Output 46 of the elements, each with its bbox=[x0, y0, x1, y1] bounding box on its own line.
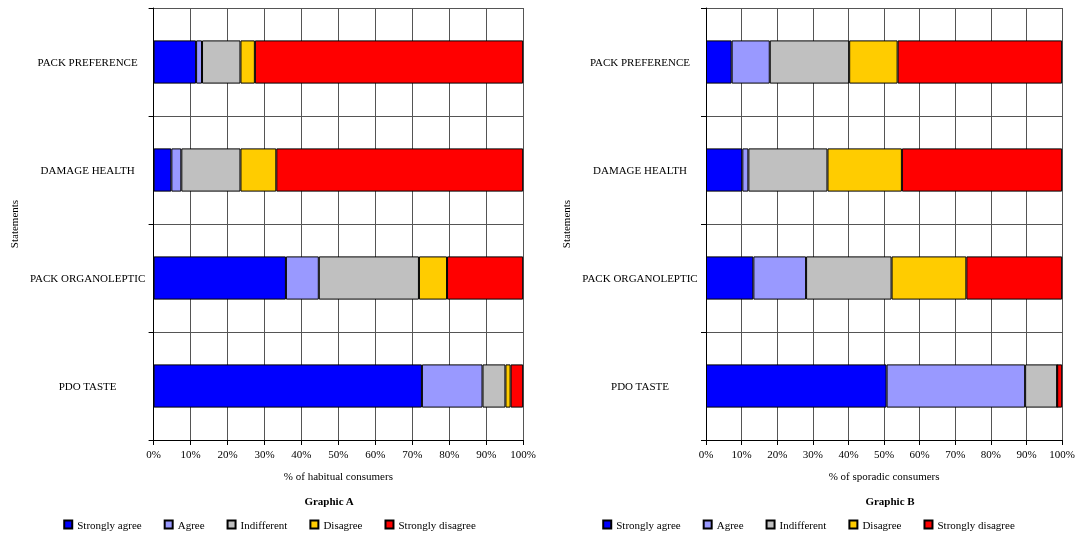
text: Graphic A bbox=[304, 494, 354, 507]
legend-label: Indifferent bbox=[240, 518, 288, 531]
x-tick-label: 0% bbox=[146, 447, 161, 460]
legend-label: Agree bbox=[177, 518, 205, 531]
y-tick-label: PACK PREFERENCE bbox=[589, 56, 691, 68]
y-axis-title: Statements bbox=[7, 199, 20, 249]
x-axis-title: % of sporadic consumers bbox=[828, 469, 940, 482]
x-tick-label: 30% bbox=[802, 447, 823, 460]
legend-label: Strongly disagree bbox=[937, 518, 1015, 531]
y-tick-label: DAMAGE HEALTH bbox=[592, 164, 688, 176]
legend-label: Indifferent bbox=[779, 518, 827, 531]
legend-label: Strongly agree bbox=[77, 518, 142, 531]
x-tick-label: 30% bbox=[254, 447, 275, 460]
y-tick-label: PACK ORGANOLEPTIC bbox=[29, 272, 146, 284]
x-tick-label: 50% bbox=[874, 447, 895, 460]
x-tick-label: 70% bbox=[945, 447, 966, 460]
x-tick-label: 80% bbox=[439, 447, 460, 460]
x-tick-label: 40% bbox=[291, 447, 312, 460]
x-tick-label: 90% bbox=[476, 447, 497, 460]
legend-label: Strongly agree bbox=[616, 518, 681, 531]
y-tick-label: PACK ORGANOLEPTIC bbox=[582, 272, 698, 284]
x-tick-label: 40% bbox=[838, 447, 859, 460]
x-tick-label: 10% bbox=[731, 447, 752, 460]
x-tick-label: 70% bbox=[402, 447, 423, 460]
text: Graphic B bbox=[865, 494, 916, 507]
legend-label: Agree bbox=[716, 518, 744, 531]
x-tick-label: 60% bbox=[909, 447, 930, 460]
x-tick-label: 10% bbox=[180, 447, 201, 460]
x-tick-label: 0% bbox=[698, 447, 714, 460]
y-tick-label: PDO TASTE bbox=[611, 380, 670, 392]
y-axis-title: Statements bbox=[559, 199, 572, 249]
x-tick-label: 90% bbox=[1016, 447, 1037, 460]
y-tick-label: PACK PREFERENCE bbox=[37, 56, 138, 68]
legend-label: Strongly disagree bbox=[398, 518, 476, 531]
y-tick-label: PDO TASTE bbox=[58, 380, 117, 392]
x-tick-label: 100% bbox=[1049, 447, 1075, 460]
y-tick-label: DAMAGE HEALTH bbox=[40, 164, 135, 176]
x-axis-title: % of habitual consumers bbox=[283, 469, 393, 482]
legend-label: Disagree bbox=[862, 518, 902, 531]
x-tick-label: 60% bbox=[365, 447, 386, 460]
x-tick-label: 80% bbox=[980, 447, 1002, 460]
x-tick-label: 50% bbox=[328, 447, 349, 460]
legend-label: Disagree bbox=[323, 518, 363, 531]
x-tick-label: 100% bbox=[510, 447, 536, 460]
x-tick-label: 20% bbox=[767, 447, 788, 460]
x-tick-label: 20% bbox=[217, 447, 238, 460]
